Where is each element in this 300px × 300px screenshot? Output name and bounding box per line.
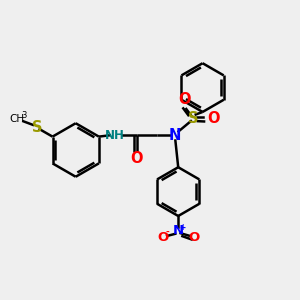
Text: S: S	[32, 120, 42, 135]
Text: 3: 3	[21, 111, 26, 120]
Text: N: N	[169, 128, 182, 142]
Text: O: O	[188, 231, 199, 244]
Text: O: O	[207, 111, 220, 126]
Text: O: O	[130, 152, 143, 166]
Text: S: S	[188, 111, 199, 126]
Text: O: O	[157, 231, 168, 244]
Text: N: N	[173, 224, 184, 237]
Text: CH: CH	[10, 114, 25, 124]
Text: -: -	[166, 227, 170, 236]
Text: +: +	[180, 223, 186, 232]
Text: O: O	[178, 92, 191, 107]
Text: NH: NH	[105, 129, 125, 142]
